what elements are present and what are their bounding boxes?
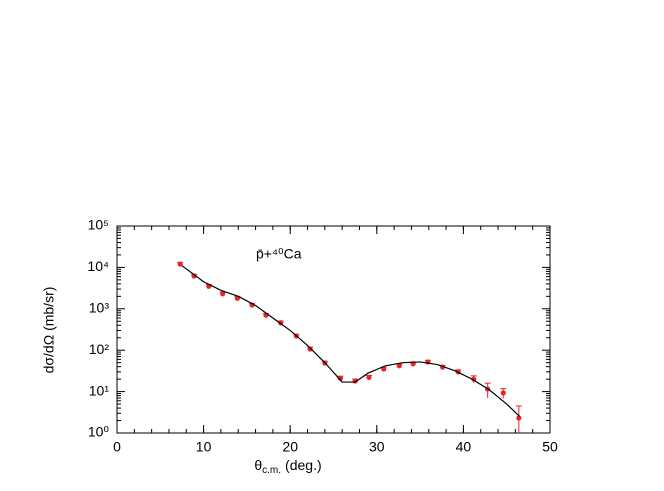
data-point [396, 363, 402, 369]
x-tick-label: 50 [542, 439, 558, 455]
annotation: p̄+⁴⁰Ca [256, 246, 302, 262]
plot-frame [116, 225, 551, 434]
x-label-unit: (deg.) [285, 457, 322, 473]
plot-area [177, 261, 522, 433]
y-tick-label: 10² [89, 341, 110, 357]
x-tick-label: 40 [456, 439, 472, 455]
data-point [191, 273, 197, 279]
x-label-subscript: c.m. [262, 465, 281, 476]
data-point [500, 390, 506, 396]
data-point [177, 261, 183, 267]
data-point [516, 415, 522, 421]
x-tick-label: 0 [113, 439, 121, 455]
data-point [366, 374, 372, 381]
y-tick-label: 10⁰ [88, 424, 110, 440]
x-tick-label: 20 [282, 439, 298, 455]
theory-curve [181, 265, 521, 417]
y-tick-label: 10⁴ [87, 258, 109, 274]
x-label-symbol: θ [254, 457, 262, 473]
y-tick-label: 10¹ [89, 382, 110, 398]
x-axis-label: θc.m. (deg.) [254, 457, 321, 476]
x-tick-label: 10 [196, 439, 212, 455]
x-tick-label: 30 [369, 439, 385, 455]
y-axis-label: dσ/dΩ (mb/sr) [41, 287, 57, 374]
y-tick-label: 10⁵ [88, 217, 109, 233]
y-tick-label: 10³ [89, 300, 110, 316]
data-point [307, 346, 313, 352]
data-point [220, 291, 226, 297]
data-point [381, 366, 387, 372]
